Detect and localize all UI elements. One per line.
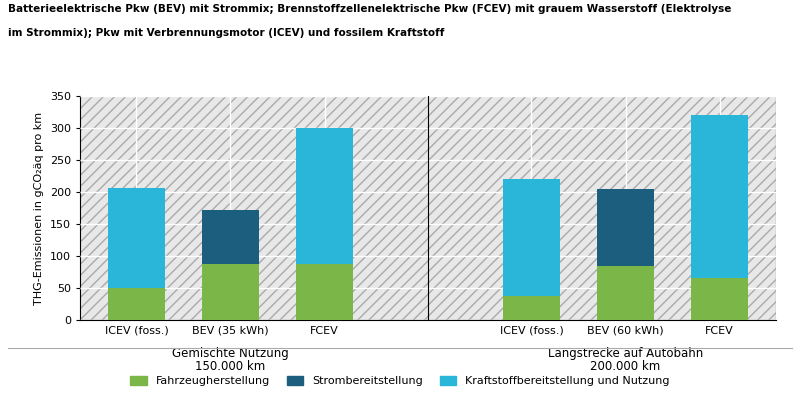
Bar bbox=[503, 179, 560, 296]
Bar bbox=[598, 189, 654, 266]
Bar bbox=[691, 278, 748, 320]
Bar bbox=[598, 266, 654, 320]
Text: Batterieelektrische Pkw (BEV) mit Strommix; Brennstoffzellenelektrische Pkw (FCE: Batterieelektrische Pkw (BEV) mit Stromm… bbox=[8, 4, 731, 14]
Bar bbox=[691, 115, 748, 278]
Legend: Fahrzeugherstellung, Strombereitstellung, Kraftstoffbereitstellung und Nutzung: Fahrzeugherstellung, Strombereitstellung… bbox=[126, 371, 674, 390]
Y-axis label: THG-Emissionen in gCO₂äq pro km: THG-Emissionen in gCO₂äq pro km bbox=[34, 112, 44, 304]
Text: Langstrecke auf Autobahn: Langstrecke auf Autobahn bbox=[548, 347, 703, 360]
Text: 200.000 km: 200.000 km bbox=[590, 360, 661, 373]
Bar bbox=[202, 210, 258, 264]
Bar bbox=[296, 264, 353, 320]
Bar bbox=[503, 296, 560, 320]
Bar bbox=[202, 264, 258, 320]
Bar bbox=[108, 288, 165, 320]
Text: im Strommix); Pkw mit Verbrennungsmotor (ICEV) und fossilem Kraftstoff: im Strommix); Pkw mit Verbrennungsmotor … bbox=[8, 28, 444, 38]
Bar bbox=[108, 188, 165, 288]
Text: Gemischte Nutzung: Gemischte Nutzung bbox=[172, 347, 289, 360]
Text: 150.000 km: 150.000 km bbox=[195, 360, 266, 373]
Bar bbox=[296, 128, 353, 264]
